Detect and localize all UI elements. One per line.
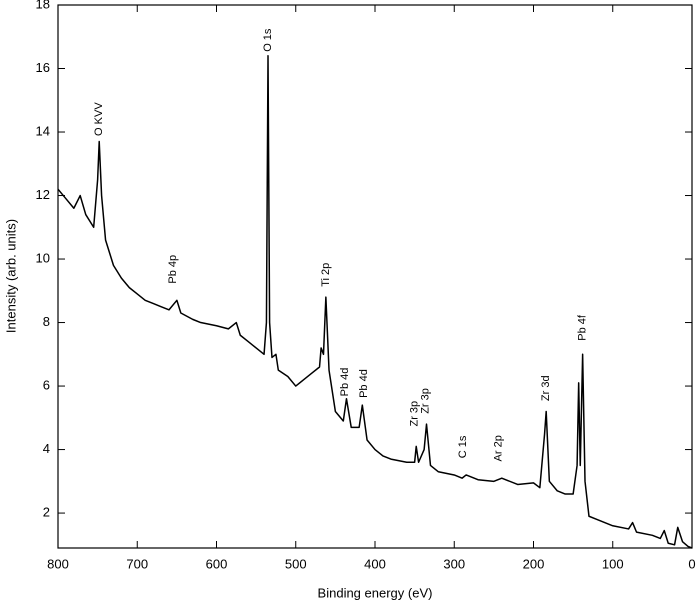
y-tick-label: 2: [43, 505, 50, 520]
y-tick-label: 18: [36, 0, 50, 11]
peak-label: Zr 3d: [540, 375, 552, 401]
y-axis-label: Intensity (arb. units): [3, 219, 18, 333]
peak-label: Pb 4d: [358, 369, 370, 398]
spectrum-line: [57, 55, 693, 549]
x-tick-label: 300: [443, 556, 465, 571]
peak-label: Ti 2p: [320, 263, 332, 287]
x-tick-label: 600: [206, 556, 228, 571]
peak-label: Pb 4f: [577, 314, 589, 341]
peak-label: Zr 3p: [420, 388, 432, 414]
x-axis-label: Binding energy (eV): [318, 585, 433, 600]
y-tick-label: 10: [36, 250, 50, 265]
peak-label: O KVV: [93, 102, 105, 136]
x-tick-label: 100: [602, 556, 624, 571]
y-tick-label: 16: [36, 60, 50, 75]
x-tick-label: 500: [285, 556, 307, 571]
y-tick-label: 4: [43, 441, 50, 456]
y-tick-label: 8: [43, 314, 50, 329]
x-tick-label: 200: [523, 556, 545, 571]
x-tick-label: 0: [688, 556, 695, 571]
peak-label: Ar 2p: [493, 435, 505, 461]
y-tick-label: 14: [36, 123, 50, 138]
peak-label: O 1s: [262, 28, 274, 52]
x-tick-label: 800: [47, 556, 69, 571]
peak-label: Pb 4p: [167, 255, 179, 284]
x-tick-label: 400: [364, 556, 386, 571]
peak-label: Pb 4d: [339, 368, 351, 397]
peak-label: Zr 3p: [409, 401, 421, 427]
y-tick-label: 12: [36, 187, 50, 202]
peak-label: C 1s: [457, 435, 469, 458]
y-tick-label: 6: [43, 377, 50, 392]
x-tick-label: 700: [126, 556, 148, 571]
plot-frame: [57, 4, 693, 549]
